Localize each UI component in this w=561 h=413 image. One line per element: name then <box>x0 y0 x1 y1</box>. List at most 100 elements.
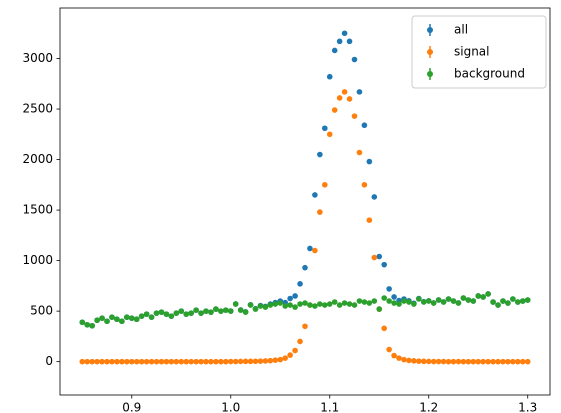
data-point <box>515 358 521 365</box>
data-point <box>114 358 120 365</box>
data-point <box>188 310 194 316</box>
data-point <box>302 300 308 306</box>
data-point <box>391 300 397 306</box>
x-tick-label: 1.1 <box>320 401 339 413</box>
legend-box <box>411 15 547 89</box>
data-point <box>158 358 165 365</box>
data-point <box>267 302 274 308</box>
data-point <box>84 321 91 328</box>
data-point <box>287 295 293 302</box>
data-point <box>440 358 447 365</box>
legend-label: all <box>454 23 468 37</box>
data-point <box>282 355 289 361</box>
data-point <box>331 299 338 305</box>
data-point <box>109 314 115 320</box>
data-point <box>361 182 368 188</box>
data-point <box>321 182 328 188</box>
data-point <box>500 298 506 304</box>
data-point <box>168 358 175 365</box>
data-point <box>430 358 437 365</box>
data-point <box>371 194 378 200</box>
data-point <box>366 217 373 223</box>
data-point <box>232 301 239 307</box>
x-tick-label: 1.3 <box>518 401 537 413</box>
data-point <box>490 358 496 365</box>
data-point <box>237 307 244 313</box>
legend-marker <box>427 49 433 55</box>
data-point <box>168 313 175 319</box>
data-point <box>406 357 412 364</box>
y-tick-label: 500 <box>30 304 53 318</box>
data-point <box>406 299 412 305</box>
data-point <box>485 358 491 365</box>
data-point <box>223 358 229 365</box>
data-point <box>361 122 368 129</box>
data-point <box>292 304 298 310</box>
data-point <box>470 358 477 365</box>
data-point <box>396 355 402 361</box>
data-point <box>450 298 457 304</box>
data-point <box>371 254 378 261</box>
data-point <box>326 131 333 138</box>
data-point <box>124 358 130 365</box>
data-point <box>312 192 318 198</box>
data-point <box>495 358 501 365</box>
data-point <box>386 346 392 353</box>
data-point <box>128 358 135 365</box>
data-point <box>312 247 318 254</box>
legend-label: background <box>454 67 525 81</box>
data-point <box>227 308 234 314</box>
data-point <box>317 301 323 307</box>
data-point <box>460 295 467 301</box>
data-point <box>351 113 358 119</box>
data-point <box>143 311 150 317</box>
data-point <box>218 308 224 314</box>
data-point <box>302 323 308 330</box>
data-point <box>94 317 100 324</box>
data-point <box>317 209 323 215</box>
data-point <box>510 296 516 302</box>
data-point <box>425 298 432 304</box>
data-point <box>480 358 486 365</box>
data-point <box>119 358 125 365</box>
data-point <box>262 358 269 364</box>
data-point <box>124 314 130 320</box>
data-point <box>346 96 353 102</box>
data-point <box>292 347 298 354</box>
data-point <box>376 306 383 312</box>
data-point <box>153 310 160 316</box>
data-point <box>510 358 516 365</box>
data-point <box>450 358 457 365</box>
data-point <box>430 300 437 306</box>
data-point <box>381 325 387 332</box>
data-point <box>346 38 353 45</box>
data-point <box>208 309 214 315</box>
data-point <box>524 358 531 365</box>
data-point <box>267 357 274 364</box>
data-point <box>104 358 110 365</box>
data-point <box>84 358 91 365</box>
data-point <box>257 303 264 309</box>
data-point <box>386 298 392 304</box>
data-point <box>272 357 279 363</box>
data-point <box>287 302 293 308</box>
data-point <box>247 358 254 365</box>
data-point <box>435 358 442 365</box>
data-point <box>381 295 387 301</box>
data-point <box>381 261 387 268</box>
data-point <box>153 358 160 365</box>
data-point <box>232 358 239 365</box>
data-point <box>148 314 155 320</box>
data-point <box>326 301 333 307</box>
data-point <box>312 303 318 309</box>
data-point <box>425 358 432 365</box>
legend-marker <box>427 71 433 77</box>
data-point <box>128 315 135 322</box>
data-point <box>252 358 259 365</box>
data-point <box>247 302 254 308</box>
data-point <box>257 358 264 364</box>
data-point <box>183 311 190 317</box>
data-point <box>416 296 422 302</box>
data-point <box>401 298 407 304</box>
